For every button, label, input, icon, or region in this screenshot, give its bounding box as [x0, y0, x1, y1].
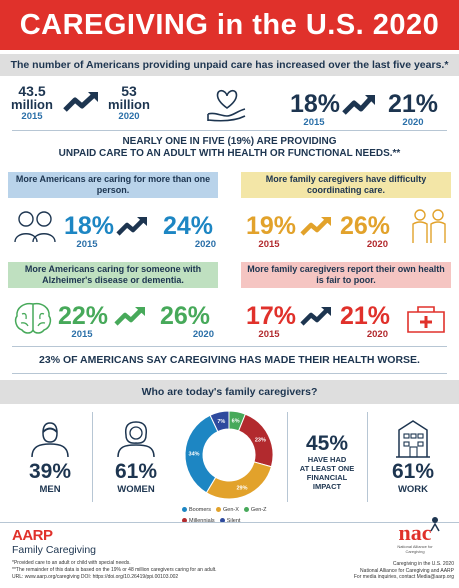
divider: [12, 373, 447, 374]
stat-coordination-2020: 26% 2020: [340, 212, 391, 251]
stat-own-health-2020: 21% 2020: [340, 302, 391, 341]
legend-label: Gen-X: [223, 507, 239, 513]
legend-label: Millennials: [189, 518, 215, 524]
woman-icon: [117, 421, 155, 458]
legend-label: Silent: [226, 518, 241, 524]
statement-health-worse: 23% OF AMERICANS SAY CAREGIVING HAS MADE…: [39, 354, 420, 366]
legend-row: Boomers Gen-X Gen-Z: [182, 503, 282, 514]
donut-slice-label: 6%: [232, 419, 240, 425]
stat-work-label: WORK: [397, 484, 429, 495]
intro-text: The number of Americans providing unpaid…: [0, 54, 459, 76]
heart-in-hand-icon: [207, 89, 246, 122]
legend-swatch: [243, 507, 249, 513]
age-generation-donut-chart: 6% 23% 29% 34% 7%: [184, 410, 274, 500]
stat-more-than-one-2020: 24% 2020: [162, 212, 216, 251]
donut-slice-label: 34%: [189, 451, 200, 457]
legend-item-genx: Gen-X: [216, 507, 239, 513]
stat-women-label: WOMEN: [117, 484, 155, 495]
caregiver-pair-icon: [412, 209, 446, 243]
legend-swatch: [182, 518, 187, 524]
stat-men-pct: 39%: [28, 460, 72, 483]
legend-item-millennials: Millennials: [182, 518, 215, 524]
section-title-who: Who are today's family caregivers?: [0, 380, 459, 404]
stat-more-than-one-2015: 18% 2015: [64, 212, 115, 251]
stat-2020-count: 53 million 2020: [108, 83, 150, 122]
stat-coordination-2015: 19% 2015: [246, 212, 297, 251]
up-trend-arrow-icon: [300, 307, 331, 326]
nac-logo: nac National Alliance for Caregiving: [397, 520, 433, 555]
legend-item-boomers: Boomers: [182, 507, 211, 513]
card-title-multiple-care: More Americans are caring for more than …: [8, 172, 218, 198]
brain-icon: [14, 302, 52, 334]
medical-kit-icon: [407, 306, 445, 333]
donut-slice-genx: [205, 461, 273, 500]
footer-credits: Caregiving in the U.S. 2020 National All…: [353, 561, 454, 580]
donut-slice-label: 29%: [237, 485, 248, 491]
legend-row: Millennials Silent: [182, 514, 282, 525]
stat-2020-share: 21% 2020: [387, 90, 439, 129]
card-title-coordination: More family caregivers have difficulty c…: [241, 172, 451, 198]
legend-item-genz: Gen-Z: [243, 507, 267, 513]
legend-swatch: [182, 507, 187, 513]
stat-alzheimers-2015: 22% 2015: [58, 302, 109, 341]
legend-label: Boomers: [189, 507, 212, 513]
legend-label: Gen-Z: [250, 507, 267, 513]
page-title: CAREGIVING in the U.S. 2020: [0, 0, 459, 50]
donut-slice-label: 23%: [255, 437, 266, 443]
stat-2015-share: 18% 2015: [290, 90, 341, 129]
donut-slice-silent: [209, 410, 230, 433]
stat-own-health-2015: 17% 2015: [246, 302, 297, 341]
stat-financial-label: HAVE HAD AT LEAST ONE FINANCIAL IMPACT: [299, 455, 355, 491]
nac-logo-figure-icon: [430, 517, 440, 532]
statement-one-in-five: NEARLY ONE IN FIVE (19%) ARE PROVIDING U…: [58, 136, 401, 159]
card-title-alzheimers: More Americans caring for someone with A…: [8, 262, 218, 288]
legend-swatch: [216, 507, 222, 513]
stat-women-pct: 61%: [114, 460, 158, 483]
stat-2015-count: 43.5 million 2015: [11, 83, 53, 122]
up-trend-arrow-icon: [342, 95, 375, 115]
man-icon: [31, 422, 69, 458]
chart-legend: Boomers Gen-X Gen-Z Millennials Silent: [182, 503, 282, 525]
divider: [92, 412, 93, 502]
legend-item-silent: Silent: [219, 518, 241, 524]
stat-alzheimers-2020: 26% 2020: [159, 302, 214, 341]
stat-work-pct: 61%: [391, 460, 435, 483]
stat-financial-pct: 45%: [305, 432, 349, 455]
stat-men-label: MEN: [39, 484, 61, 495]
divider: [0, 522, 459, 523]
donut-slice-label: 7%: [217, 419, 225, 425]
office-building-icon: [396, 420, 430, 458]
divider: [12, 130, 447, 131]
aarp-logo-subtitle: Family Caregiving: [12, 544, 97, 556]
divider: [287, 412, 288, 502]
divider: [367, 412, 368, 502]
up-trend-arrow-icon: [300, 217, 331, 236]
up-trend-arrow-icon: [114, 307, 145, 326]
caregiver-pair-icon: [14, 211, 56, 243]
up-trend-arrow-icon: [116, 217, 147, 236]
divider: [12, 346, 447, 347]
footnotes: *Provided care to an adult or child with…: [12, 560, 217, 580]
aarp-logo: AARP: [12, 527, 53, 544]
card-title-own-health: More family caregivers report their own …: [241, 262, 451, 288]
up-trend-arrow-icon: [63, 92, 98, 112]
legend-swatch: [219, 518, 225, 524]
